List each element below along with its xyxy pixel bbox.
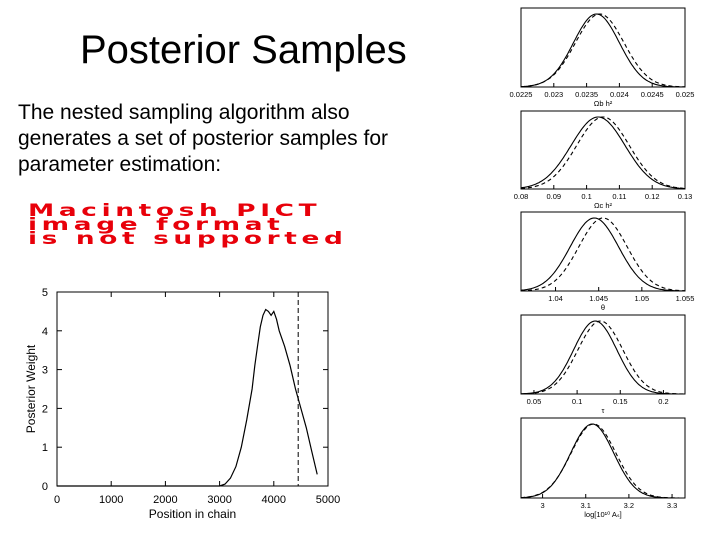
posterior-weight-line — [57, 308, 318, 487]
panel-x-tick-label: 0.11 — [612, 192, 626, 201]
panel-x-tick-label: 0.023 — [544, 90, 563, 99]
y-tick-label: 5 — [42, 287, 48, 299]
pict-notice-line: image format — [28, 215, 285, 235]
solid-distribution-line — [520, 13, 686, 88]
dashed-distribution-line — [520, 13, 685, 88]
y-tick-label: 1 — [42, 442, 48, 454]
plot-frame — [56, 291, 329, 487]
panel-x-tick-label: 1.05 — [635, 294, 650, 303]
panel-x-tick-label: 0.0225 — [510, 90, 533, 99]
y-tick-label: 4 — [42, 326, 48, 338]
y-axis-label: Posterior Weight — [24, 344, 38, 433]
x-axis-label: Position in chain — [149, 507, 236, 521]
panel-x-tick-label: 0.05 — [527, 397, 542, 406]
x-tick-label: 2000 — [153, 494, 177, 506]
panel-x-axis-label: τ — [602, 406, 605, 415]
panel-x-tick-label: 0.0245 — [641, 90, 664, 99]
panel-x-axis-label: Ωc h² — [594, 201, 613, 210]
y-tick-label: 2 — [42, 403, 48, 415]
marginal-panel: 3 3.1 3.2 3.3 log[10¹⁰ Aₛ] — [520, 417, 686, 519]
pict-notice-line: is not supported — [28, 229, 348, 249]
marginal-panel: 0.08 0.09 0.1 0.11 0.12 0.13 Ωc h² — [514, 110, 693, 210]
panel-x-axis-label: Ωb h² — [594, 99, 613, 108]
panel-x-tick-label: 1.055 — [676, 294, 695, 303]
solid-distribution-line — [521, 320, 685, 395]
dashed-distribution-line — [520, 116, 686, 190]
dashed-distribution-line — [520, 423, 685, 499]
panel-x-tick-label: 0.1 — [572, 397, 582, 406]
marginal-panel: 0.05 0.1 0.15 0.2 τ — [520, 314, 686, 415]
marginal-panel: 0.0225 0.023 0.0235 0.024 0.0245 0.025 Ωb h² — [510, 7, 695, 108]
dashed-distribution-line — [520, 320, 685, 395]
marginal-panel: 1.04 1.045 1.05 1.055 θ — [520, 211, 695, 312]
panel-x-tick-label: 0.2 — [658, 397, 668, 406]
panel-frame — [520, 110, 686, 190]
panel-x-tick-label: 0.09 — [546, 192, 561, 201]
slide-title: Posterior Samples — [80, 28, 407, 72]
solid-distribution-line — [520, 217, 685, 292]
dashed-distribution-line — [520, 217, 686, 292]
posterior-weight-chart: 0 1000 2000 3000 4000 5000 0 1 2 3 4 5 Position in c… — [24, 287, 340, 521]
x-tick-label: 3000 — [207, 494, 231, 506]
panel-frame — [520, 7, 686, 88]
panel-x-tick-label: 0.025 — [676, 90, 695, 99]
pict-unsupported-notice: Macintosh PICT image format is not suppo… — [28, 201, 640, 249]
x-tick-label: 5000 — [316, 494, 340, 506]
panel-x-axis-label: θ — [601, 303, 605, 312]
panel-x-tick-label: 0.1 — [581, 192, 591, 201]
panel-x-tick-label: 0.12 — [645, 192, 660, 201]
slide-body-text: The nested sampling algorithm also gener… — [18, 101, 389, 176]
panel-x-tick-label: 0.15 — [613, 397, 628, 406]
x-tick-label: 4000 — [262, 494, 286, 506]
panel-x-axis-label: log[10¹⁰ Aₛ] — [584, 510, 622, 519]
panel-x-tick-label: 3.2 — [624, 501, 634, 510]
y-tick-label: 3 — [42, 365, 48, 377]
pict-notice-line: Macintosh PICT — [28, 201, 322, 221]
panel-x-tick-label: 0.13 — [678, 192, 693, 201]
panel-x-tick-label: 3 — [540, 501, 544, 510]
panel-x-tick-label: 3.1 — [581, 501, 591, 510]
x-tick-label: 0 — [54, 494, 60, 506]
panel-x-tick-label: 3.3 — [667, 501, 677, 510]
solid-distribution-line — [520, 116, 686, 190]
y-tick-label: 0 — [42, 481, 48, 493]
x-tick-label: 1000 — [99, 494, 123, 506]
panel-x-tick-label: 0.0235 — [575, 90, 598, 99]
panel-frame — [520, 417, 686, 499]
panel-x-tick-label: 0.024 — [610, 90, 629, 99]
solid-distribution-line — [520, 423, 685, 499]
panel-x-tick-label: 0.08 — [514, 192, 529, 201]
panel-frame — [520, 314, 686, 395]
panel-x-tick-label: 1.04 — [548, 294, 563, 303]
panel-frame — [520, 211, 686, 292]
panel-x-tick-label: 1.045 — [589, 294, 608, 303]
